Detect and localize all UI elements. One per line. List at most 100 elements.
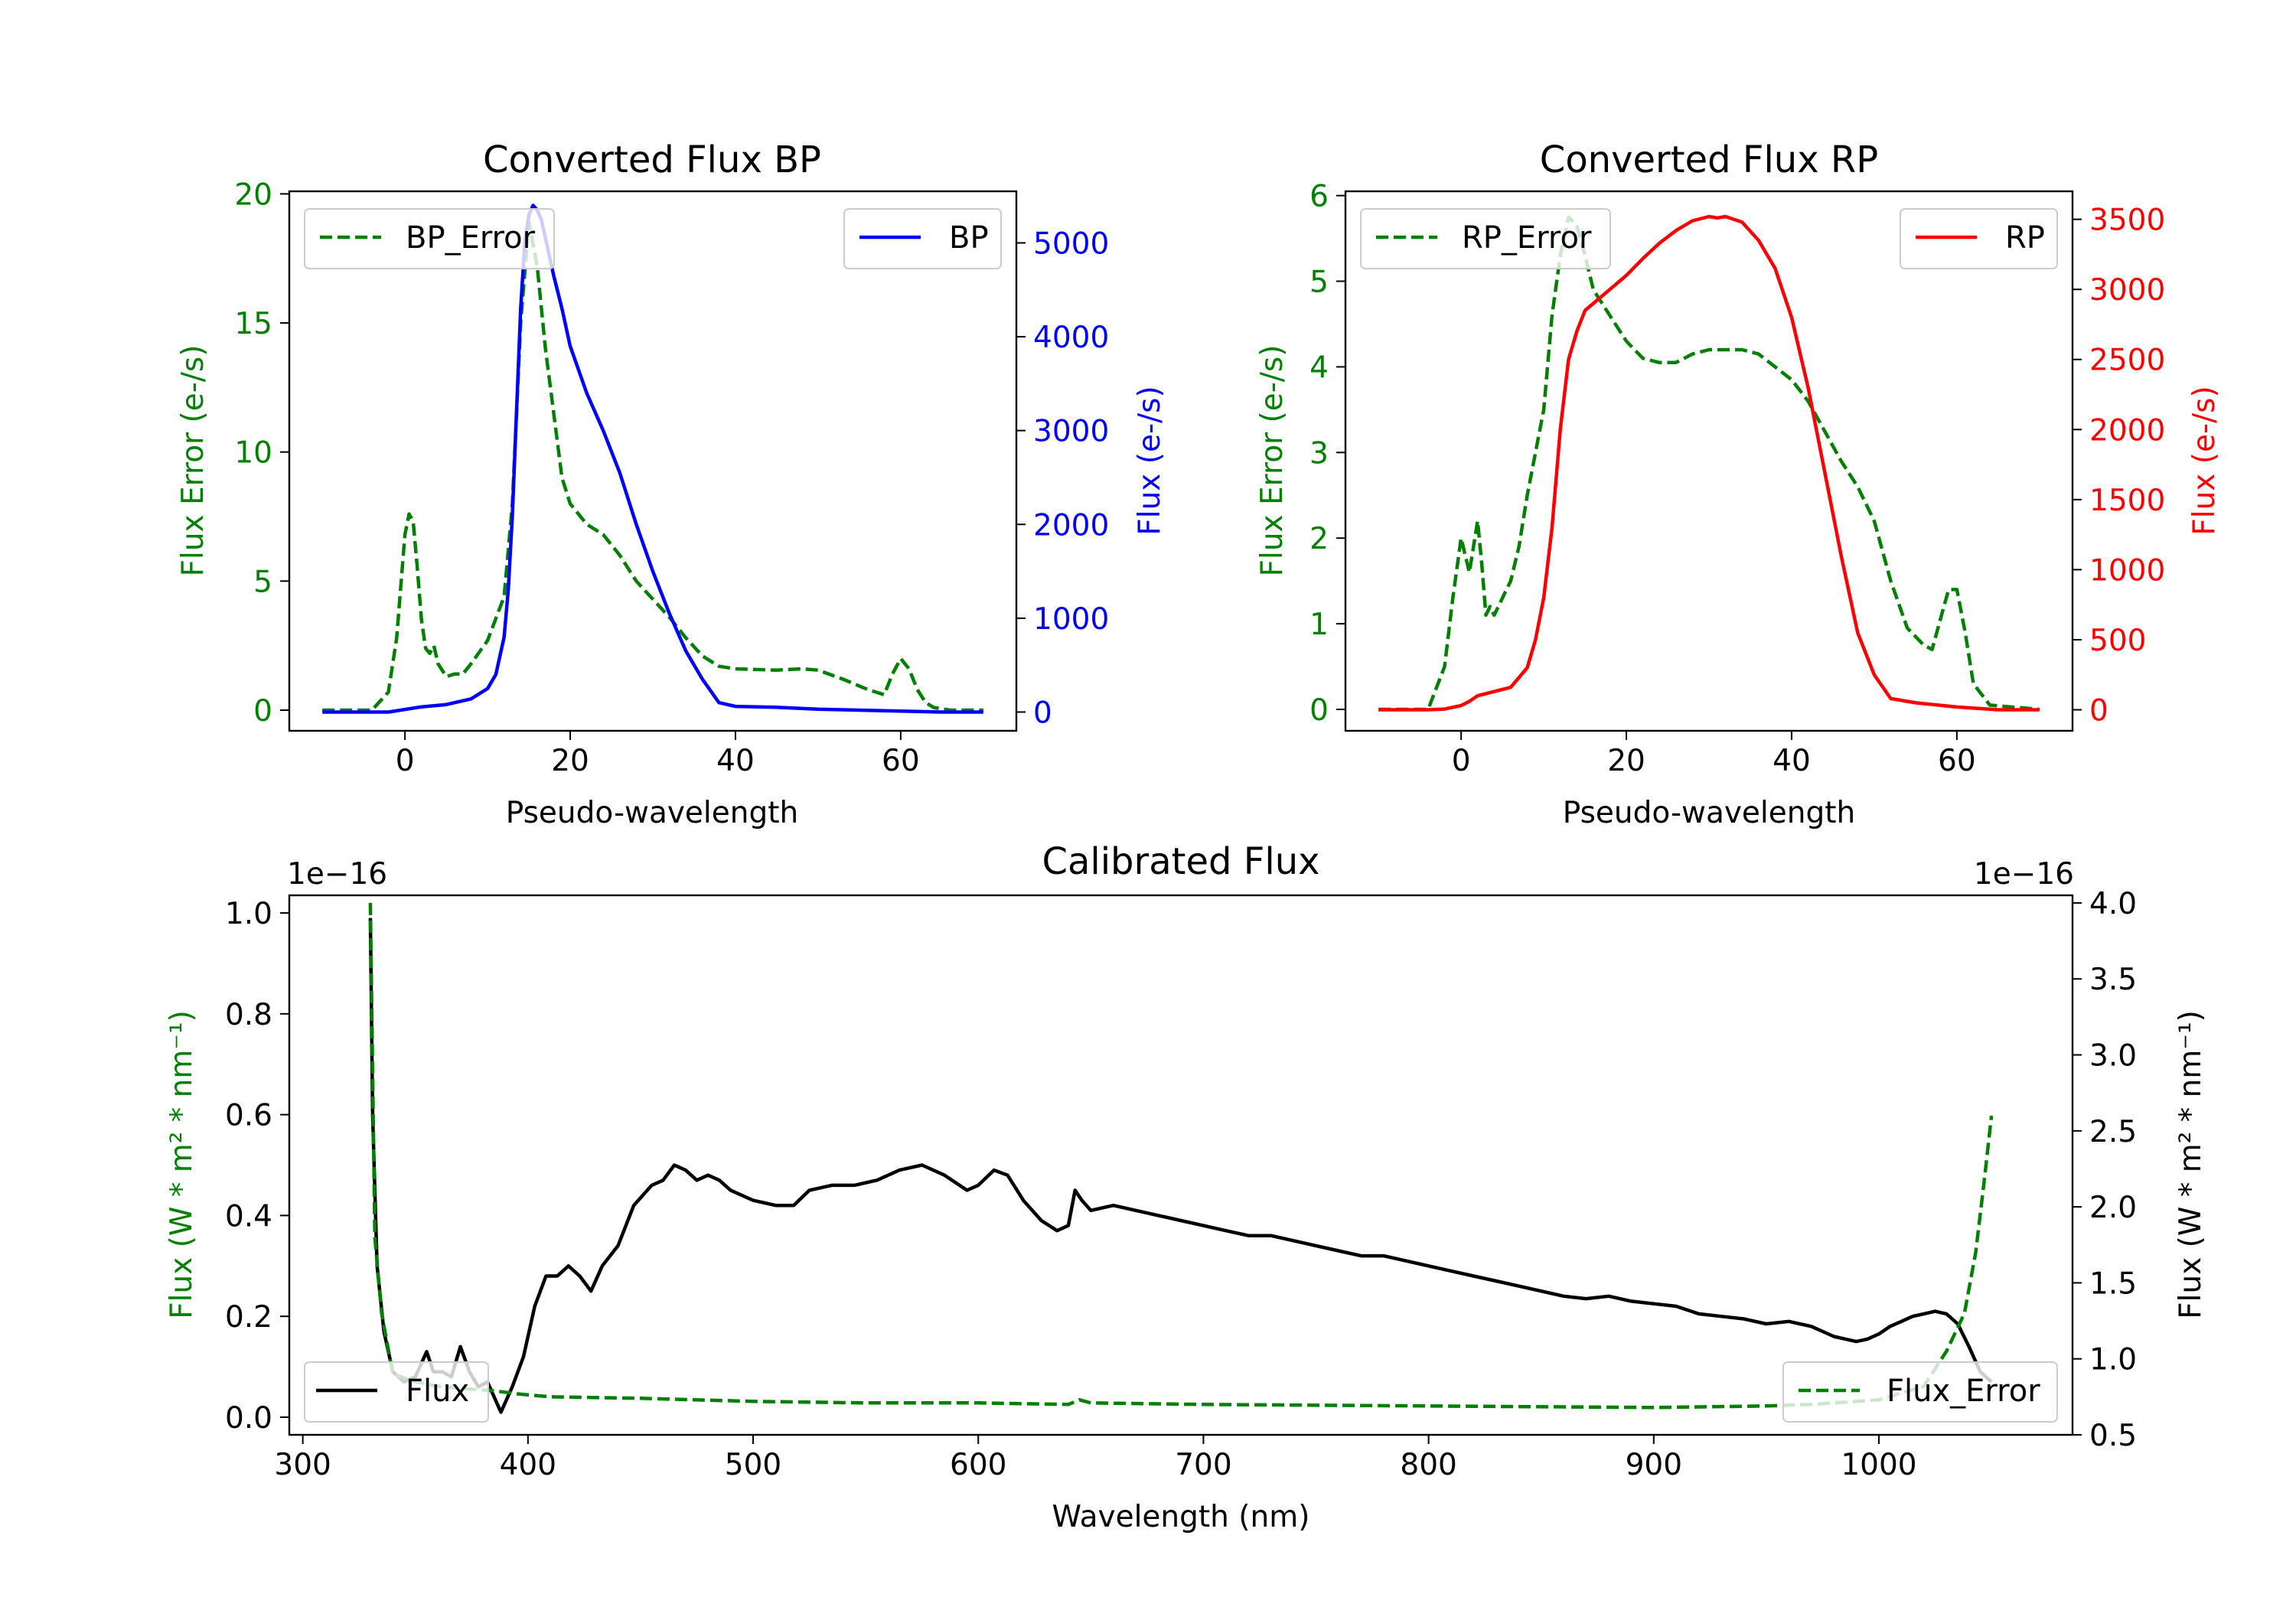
rp-series-rp-error (1378, 215, 2040, 712)
cal-left-y-label: Flux (W * m² * nm⁻¹) (165, 1010, 199, 1319)
bp-plot-area (288, 190, 1018, 732)
panel-calibrated: Calibrated Flux 300 400 500 600 700 800 900 100… (165, 840, 2208, 1534)
bp-x-tick-label: 60 (882, 744, 920, 778)
rp-left-tick-label: 2 (1309, 522, 1329, 556)
rp-left-tick-label: 5 (1309, 266, 1329, 300)
bp-left-tick-label: 10 (234, 436, 272, 471)
rp-right-y-label: Flux (e-/s) (2187, 386, 2222, 535)
rp-left-tick-label: 0 (1309, 693, 1329, 728)
cal-right-tick-label: 3.5 (2089, 963, 2137, 997)
rp-right-tick-label: 500 (2089, 624, 2146, 658)
rp-right-tick-label: 0 (2089, 694, 2108, 729)
cal-left-axis: 0.0 0.2 0.4 0.6 0.8 1.0 (225, 897, 289, 1436)
bp-right-tick-label: 1000 (1033, 602, 1109, 637)
bp-x-axis: 0 20 40 60 (396, 731, 920, 778)
bp-x-tick-label: 0 (396, 744, 415, 778)
cal-right-tick-label: 2.0 (2089, 1191, 2137, 1225)
bp-right-axis: 0 1000 2000 3000 4000 5000 (1016, 227, 1109, 730)
rp-axes-frame (1344, 190, 2074, 732)
bp-right-tick-label: 2000 (1033, 508, 1109, 543)
bp-left-tick-label: 0 (253, 694, 272, 729)
rp-right-tick-label: 2500 (2089, 344, 2165, 378)
bp-left-axis: 0 5 10 15 20 (234, 178, 289, 729)
bp-axes-frame (288, 190, 1018, 732)
cal-left-tick-label: 0.8 (225, 998, 272, 1032)
cal-left-tick-label: 0.6 (225, 1099, 272, 1133)
rp-right-tick-label: 1000 (2089, 553, 2165, 588)
rp-right-tick-label: 3500 (2089, 204, 2165, 238)
cal-right-tick-label: 1.0 (2089, 1343, 2137, 1377)
bp-legend-left: BP_Error (304, 208, 555, 269)
bp-x-tick-label: 20 (551, 744, 589, 778)
cal-x-label: Wavelength (nm) (1052, 1500, 1310, 1534)
cal-x-tick-label: 500 (725, 1448, 781, 1482)
rp-right-tick-label: 2000 (2089, 413, 2165, 448)
rp-legend-flux-label: RP (2005, 220, 2045, 256)
rp-legend-error-label: RP_Error (1462, 220, 1592, 256)
rp-right-tick-label: 3000 (2089, 273, 2165, 308)
rp-left-tick-label: 3 (1309, 436, 1329, 471)
rp-x-tick-label: 40 (1773, 744, 1811, 778)
bp-right-tick-label: 5000 (1033, 227, 1109, 261)
bp-legend-right: BP (843, 208, 1002, 269)
rp-series-rp (1378, 214, 2040, 712)
rp-left-tick-label: 4 (1309, 350, 1329, 385)
cal-legend-right: Flux_Error (1782, 1361, 2058, 1423)
cal-legend-flux-label: Flux (406, 1374, 469, 1409)
cal-right-tick-label: 3.0 (2089, 1039, 2137, 1074)
cal-right-tick-label: 1.5 (2089, 1266, 2137, 1301)
bp-x-tick-label: 40 (716, 744, 755, 778)
rp-left-tick-label: 1 (1309, 608, 1329, 642)
cal-x-tick-label: 700 (1175, 1448, 1231, 1482)
rp-legend-right: RP (1900, 208, 2058, 269)
cal-title: Calibrated Flux (1042, 840, 1319, 883)
bp-left-y-label: Flux Error (e-/s) (176, 345, 210, 577)
bp-x-label: Pseudo-wavelength (506, 796, 798, 830)
cal-series-flux (368, 918, 1993, 1414)
cal-left-tick-label: 0.0 (225, 1401, 272, 1436)
cal-x-tick-label: 300 (274, 1448, 331, 1482)
rp-left-axis: 0 1 2 3 4 5 6 (1309, 180, 1345, 728)
bp-right-tick-label: 0 (1033, 696, 1052, 730)
cal-right-tick-label: 2.5 (2089, 1115, 2137, 1149)
bp-left-tick-label: 5 (253, 565, 272, 599)
rp-left-y-label: Flux Error (e-/s) (1255, 345, 1290, 577)
bp-right-tick-label: 4000 (1033, 321, 1109, 355)
cal-right-tick-label: 4.0 (2089, 887, 2137, 921)
rp-plot-area (1344, 190, 2074, 732)
rp-legend-left: RP_Error (1360, 208, 1611, 269)
bp-right-y-label: Flux (e-/s) (1133, 386, 1167, 535)
cal-left-tick-label: 0.2 (225, 1300, 272, 1335)
cal-right-tick-label: 0.5 (2089, 1419, 2137, 1453)
cal-left-offset-text: 1e−16 (287, 857, 387, 892)
rp-x-tick-label: 60 (1938, 744, 1976, 778)
bp-series-bp-error (322, 220, 983, 712)
cal-x-tick-label: 800 (1400, 1448, 1456, 1482)
cal-legend-left: Flux (304, 1361, 489, 1423)
rp-x-tick-label: 20 (1607, 744, 1645, 778)
cal-left-tick-label: 1.0 (225, 897, 272, 931)
bp-series-bp (322, 204, 983, 714)
bp-left-tick-label: 15 (234, 307, 272, 341)
rp-x-label: Pseudo-wavelength (1563, 796, 1855, 830)
rp-title: Converted Flux RP (1540, 139, 1878, 181)
cal-right-offset-text: 1e−16 (1974, 857, 2074, 892)
cal-right-y-label: Flux (W * m² * nm⁻¹) (2174, 1010, 2208, 1319)
rp-right-tick-label: 1500 (2089, 484, 2165, 518)
rp-x-tick-label: 0 (1452, 744, 1471, 778)
bp-right-tick-label: 3000 (1033, 415, 1109, 449)
bp-legend-flux-label: BP (949, 220, 989, 256)
rp-left-tick-label: 6 (1309, 180, 1329, 214)
cal-x-tick-label: 600 (950, 1448, 1006, 1482)
cal-axes-frame (288, 894, 2074, 1436)
cal-x-tick-label: 900 (1626, 1448, 1682, 1482)
cal-legend-error-label: Flux_Error (1887, 1374, 2040, 1409)
rp-right-axis: 0 500 1000 1500 2000 2500 3000 3500 (2073, 204, 2165, 729)
rp-x-axis: 0 20 40 60 (1452, 731, 1976, 778)
cal-x-tick-label: 400 (500, 1448, 556, 1482)
panel-bp: Converted Flux BP 0 20 40 60 0 5 10 15 20 0 1000… (176, 139, 1167, 830)
bp-legend-error-label: BP_Error (406, 220, 536, 256)
cal-right-axis: 0.5 1.0 1.5 2.0 2.5 3.0 3.5 4.0 (2073, 887, 2137, 1453)
bp-title: Converted Flux BP (483, 139, 821, 181)
